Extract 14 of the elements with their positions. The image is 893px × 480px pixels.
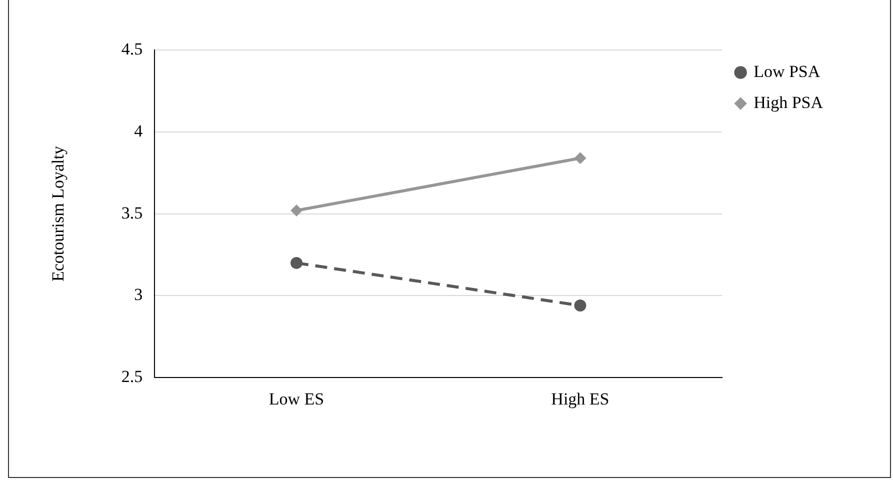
y-tick-label: 4 [134,121,144,140]
point [574,300,586,312]
point [290,256,303,269]
legend-label: High PSA [754,92,824,112]
y-tick-label: 4.5 [121,39,143,58]
y-tick-label: 2.5 [121,367,143,386]
point [574,152,586,164]
x-tick-label: Low ES [268,389,324,408]
legend-label: Low PSA [754,62,821,81]
point [290,204,303,217]
y-tick-label: 3.5 [121,203,143,222]
x-tick-label: High ES [551,389,610,408]
y-axis-title: Ecotourism Loyalty [48,146,68,282]
y-tick-label: 3 [134,285,143,304]
